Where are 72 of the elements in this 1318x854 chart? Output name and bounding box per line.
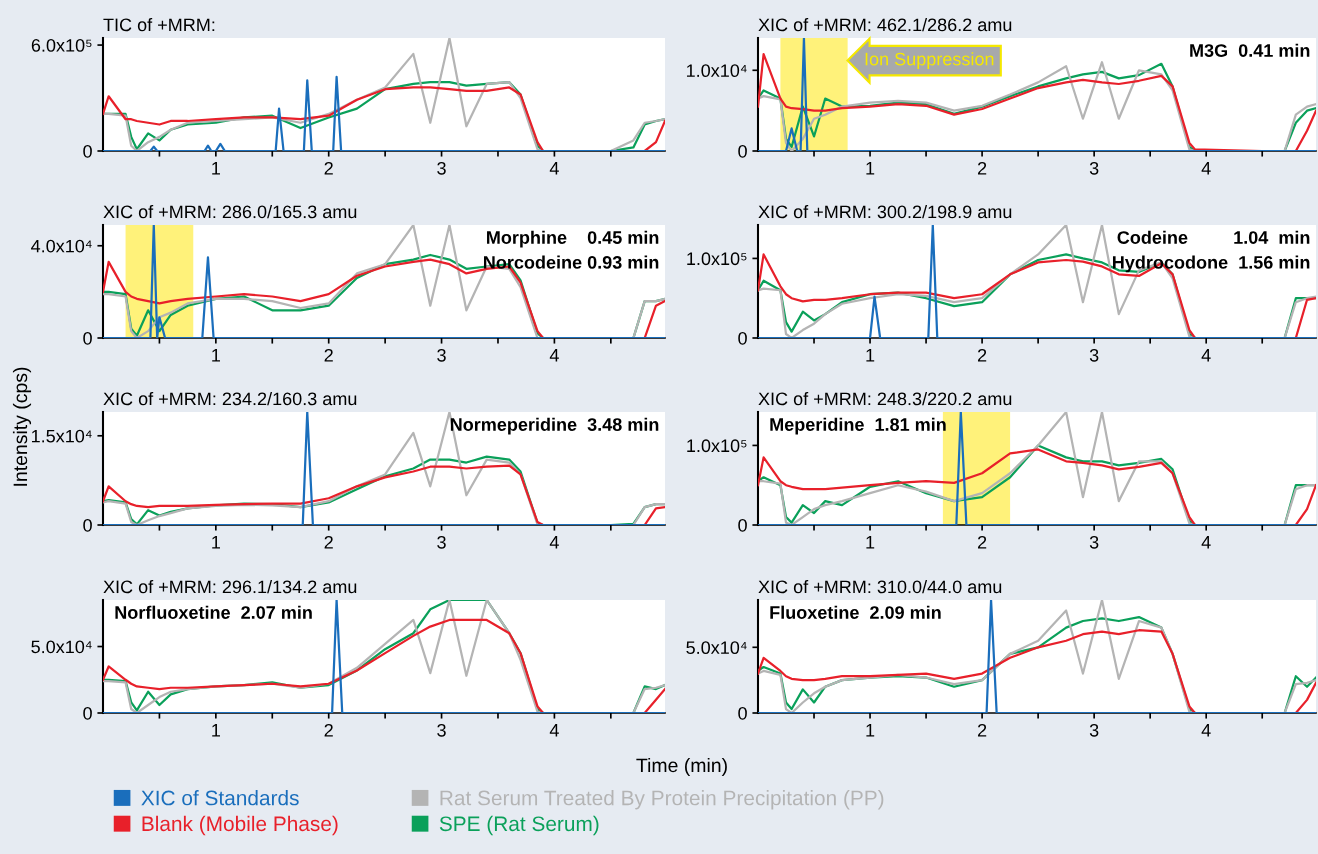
- y-axis-title: Intensity (cps): [12, 367, 32, 486]
- x-tick-label: 1: [866, 536, 875, 549]
- x-tick-label: 1: [866, 162, 875, 175]
- legend-label: Blank (Mobile Phase): [142, 815, 338, 836]
- annotation: Hydrocodone 1.56 min: [1112, 255, 1310, 273]
- x-tick-label: 1: [212, 162, 220, 175]
- x-tick-label: 2: [977, 723, 987, 737]
- x-tick-label: 2: [324, 161, 333, 175]
- chart-title: XIC of +MRM: 300.2/198.9 amu: [758, 204, 1012, 219]
- x-tick-label: 1: [212, 536, 220, 549]
- chart-title: XIC of +MRM: 286.0/165.3 amu: [103, 204, 357, 219]
- chart-title: XIC of +MRM: 248.3/220.2 amu: [758, 391, 1012, 406]
- x-tick-label: 1: [866, 349, 875, 362]
- x-axis-title: Time (min): [636, 757, 727, 777]
- x-tick-label: 2: [324, 723, 333, 737]
- x-tick-label: 4: [1201, 536, 1211, 549]
- x-tick-label: 1: [866, 724, 875, 737]
- x-tick-label: 4: [1201, 349, 1211, 362]
- chart-title: XIC of +MRM: 462.1/286.2 amu: [758, 17, 1012, 32]
- x-tick-label: 2: [977, 348, 987, 362]
- x-tick-label: 4: [549, 724, 559, 737]
- chart-title: XIC of +MRM: 234.2/160.3 amu: [103, 391, 357, 406]
- x-tick-label: 4: [1201, 724, 1211, 737]
- x-tick-label: 1: [212, 349, 220, 362]
- y-tick-label: 5.0x10⁴: [686, 641, 747, 655]
- y-tick-label: 0: [83, 144, 92, 158]
- x-tick-label: 2: [324, 348, 333, 362]
- y-tick-label: 6.0x10⁵: [31, 39, 92, 52]
- y-tick-label: 0: [83, 518, 92, 532]
- annotation: Norfluoxetine 2.07 min: [115, 605, 312, 619]
- y-tick-label: 0: [738, 706, 747, 720]
- chart-title: XIC of +MRM: 310.0/44.0 amu: [758, 579, 1002, 594]
- y-tick-label: 0: [738, 144, 747, 158]
- x-tick-label: 3: [1089, 535, 1099, 549]
- legend-label: SPE (Rat Serum): [439, 815, 599, 836]
- y-tick-label: 1.0x10⁵: [687, 439, 747, 453]
- x-tick-label: 3: [1089, 723, 1099, 737]
- annotation: M3G 0.41 min: [1190, 43, 1310, 57]
- x-tick-label: 1: [212, 724, 220, 737]
- y-tick-label: 4.0x10⁴: [31, 239, 92, 253]
- x-tick-label: 4: [1201, 162, 1211, 175]
- y-tick-label: 0: [738, 331, 747, 345]
- x-tick-label: 4: [549, 536, 559, 549]
- x-tick-label: 4: [549, 349, 559, 362]
- chart-title: TIC of +MRM:: [103, 17, 215, 32]
- chart-title: XIC of +MRM: 296.1/134.2 amu: [103, 579, 357, 594]
- x-tick-label: 3: [437, 535, 446, 549]
- x-tick-label: 2: [324, 535, 333, 549]
- annotation: Ion Suppression: [865, 52, 994, 70]
- annotation: Codeine 1.04 min: [1117, 230, 1310, 244]
- annotation: Meperidine 1.81 min: [770, 417, 946, 435]
- x-tick-label: 3: [437, 161, 446, 175]
- legend-label: XIC of Standards: [141, 790, 299, 806]
- x-tick-label: 4: [549, 162, 559, 175]
- y-tick-label: 0: [738, 518, 747, 532]
- x-tick-label: 2: [977, 535, 987, 549]
- y-tick-label: 0: [83, 706, 92, 720]
- x-tick-label: 3: [1089, 348, 1099, 362]
- legend-label: Rat Serum Treated By Protein Precipitation (PP): [440, 790, 884, 810]
- y-tick-label: 5.0x10⁴: [31, 640, 92, 654]
- x-tick-label: 3: [437, 723, 446, 737]
- annotation: Norcodeine 0.93 min: [484, 255, 659, 269]
- x-tick-label: 3: [1089, 161, 1099, 175]
- annotation: Morphine 0.45 min: [487, 230, 659, 248]
- y-tick-label: 1.0x10⁵: [687, 252, 747, 266]
- y-tick-label: 0: [83, 331, 92, 345]
- x-tick-label: 3: [437, 348, 446, 362]
- y-tick-label: 1.0x10⁴: [687, 64, 747, 78]
- x-tick-label: 2: [977, 161, 987, 175]
- annotation: Fluoxetine 2.09 min: [770, 605, 941, 619]
- annotation: Normeperidine 3.48 min: [450, 417, 659, 435]
- y-tick-label: 1.5x10⁴: [32, 429, 92, 443]
